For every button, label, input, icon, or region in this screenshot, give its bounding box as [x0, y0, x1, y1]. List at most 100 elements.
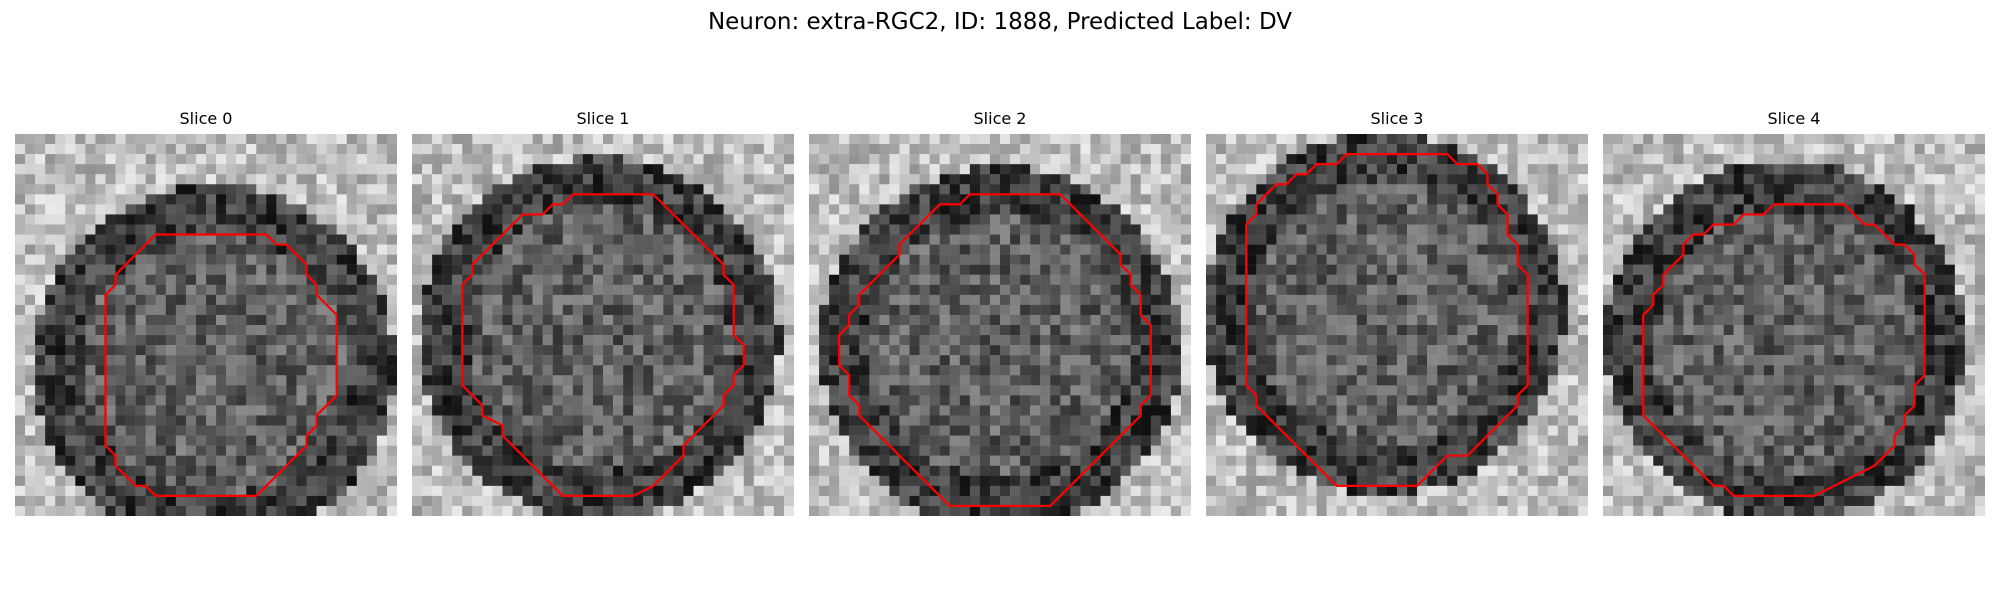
image-pixel: [1326, 194, 1337, 205]
image-pixel: [452, 415, 463, 426]
image-pixel: [522, 365, 533, 376]
image-pixel: [1030, 405, 1041, 416]
image-pixel: [603, 395, 614, 406]
image-pixel: [1100, 505, 1111, 516]
image-pixel: [386, 325, 397, 336]
image-pixel: [1366, 154, 1378, 165]
image-pixel: [492, 465, 503, 476]
image-pixel: [462, 314, 473, 326]
image-pixel: [422, 314, 433, 326]
image-pixel: [296, 294, 307, 306]
image-pixel: [502, 475, 513, 487]
image-pixel: [939, 325, 950, 336]
image-pixel: [75, 244, 86, 255]
image-pixel: [1216, 224, 1227, 235]
image-pixel: [195, 345, 207, 356]
image-pixel: [1160, 264, 1172, 275]
image-pixel: [949, 355, 960, 366]
image-pixel: [1457, 204, 1468, 215]
image-pixel: [462, 415, 473, 426]
image-pixel: [1266, 214, 1277, 225]
image-pixel: [743, 485, 754, 497]
image-pixel: [683, 455, 694, 466]
image-pixel: [1286, 204, 1297, 215]
image-pixel: [316, 465, 327, 476]
image-pixel: [713, 204, 724, 215]
image-pixel: [819, 325, 830, 336]
image-pixel: [1060, 495, 1071, 507]
image-pixel: [376, 485, 388, 497]
image-pixel: [819, 154, 830, 165]
image-pixel: [1110, 395, 1121, 406]
image-pixel: [492, 134, 503, 145]
image-pixel: [1286, 234, 1297, 245]
image-pixel: [1080, 284, 1091, 296]
image-pixel: [1547, 134, 1559, 145]
image-pixel: [542, 375, 553, 386]
image-pixel: [899, 505, 910, 516]
image-pixel: [763, 154, 775, 165]
image-pixel: [613, 144, 624, 155]
image-pixel: [1447, 184, 1458, 195]
image-pixel: [673, 304, 684, 316]
image-pixel: [422, 214, 433, 225]
image-pixel: [1537, 144, 1548, 155]
image-pixel: [1070, 405, 1081, 416]
image-pixel: [1366, 264, 1378, 275]
image-pixel: [216, 505, 227, 516]
image-pixel: [969, 274, 981, 285]
image-pixel: [1306, 144, 1317, 155]
image-pixel: [1070, 325, 1081, 336]
image-pixel: [663, 485, 674, 497]
image-pixel: [532, 505, 543, 516]
image-pixel: [55, 164, 66, 175]
image-pixel: [256, 284, 267, 296]
image-pixel: [1090, 284, 1101, 296]
image-pixel: [1180, 174, 1191, 185]
image-pixel: [562, 395, 574, 406]
image-pixel: [773, 264, 785, 275]
image-pixel: [125, 445, 136, 456]
image-pixel: [552, 234, 563, 245]
image-pixel: [1020, 234, 1031, 245]
image-pixel: [1130, 375, 1141, 386]
image-pixel: [673, 144, 684, 155]
image-pixel: [472, 425, 483, 436]
image-pixel: [1567, 234, 1579, 245]
image-pixel: [763, 365, 775, 376]
image-pixel: [522, 304, 533, 316]
image-pixel: [1326, 254, 1337, 265]
image-pixel: [512, 234, 523, 245]
image-pixel: [1407, 254, 1418, 265]
image-pixel: [115, 304, 126, 316]
image-pixel: [989, 365, 1001, 376]
image-pixel: [502, 294, 513, 306]
image-pixel: [386, 254, 397, 265]
image-pixel: [683, 335, 694, 346]
image-pixel: [115, 214, 126, 225]
image-pixel: [226, 154, 237, 165]
image-pixel: [889, 204, 900, 215]
image-pixel: [542, 184, 553, 195]
image-pixel: [693, 345, 704, 356]
image-pixel: [1180, 465, 1191, 476]
image-pixel: [1160, 405, 1172, 416]
image-pixel: [1100, 254, 1111, 265]
image-pixel: [1080, 204, 1091, 215]
image-pixel: [552, 385, 563, 396]
image-pixel: [35, 465, 46, 476]
image-pixel: [1050, 194, 1061, 205]
image-pixel: [25, 254, 36, 265]
image-pixel: [693, 355, 704, 366]
image-pixel: [1130, 244, 1141, 255]
image-pixel: [216, 274, 227, 285]
image-pixel: [125, 144, 136, 155]
image-pixel: [809, 385, 820, 396]
image-pixel: [1030, 395, 1041, 406]
image-pixel: [773, 314, 785, 326]
image-pixel: [572, 415, 584, 426]
image-pixel: [1150, 294, 1162, 306]
image-pixel: [452, 274, 463, 285]
image-pixel: [1427, 264, 1438, 275]
image-pixel: [969, 495, 981, 507]
